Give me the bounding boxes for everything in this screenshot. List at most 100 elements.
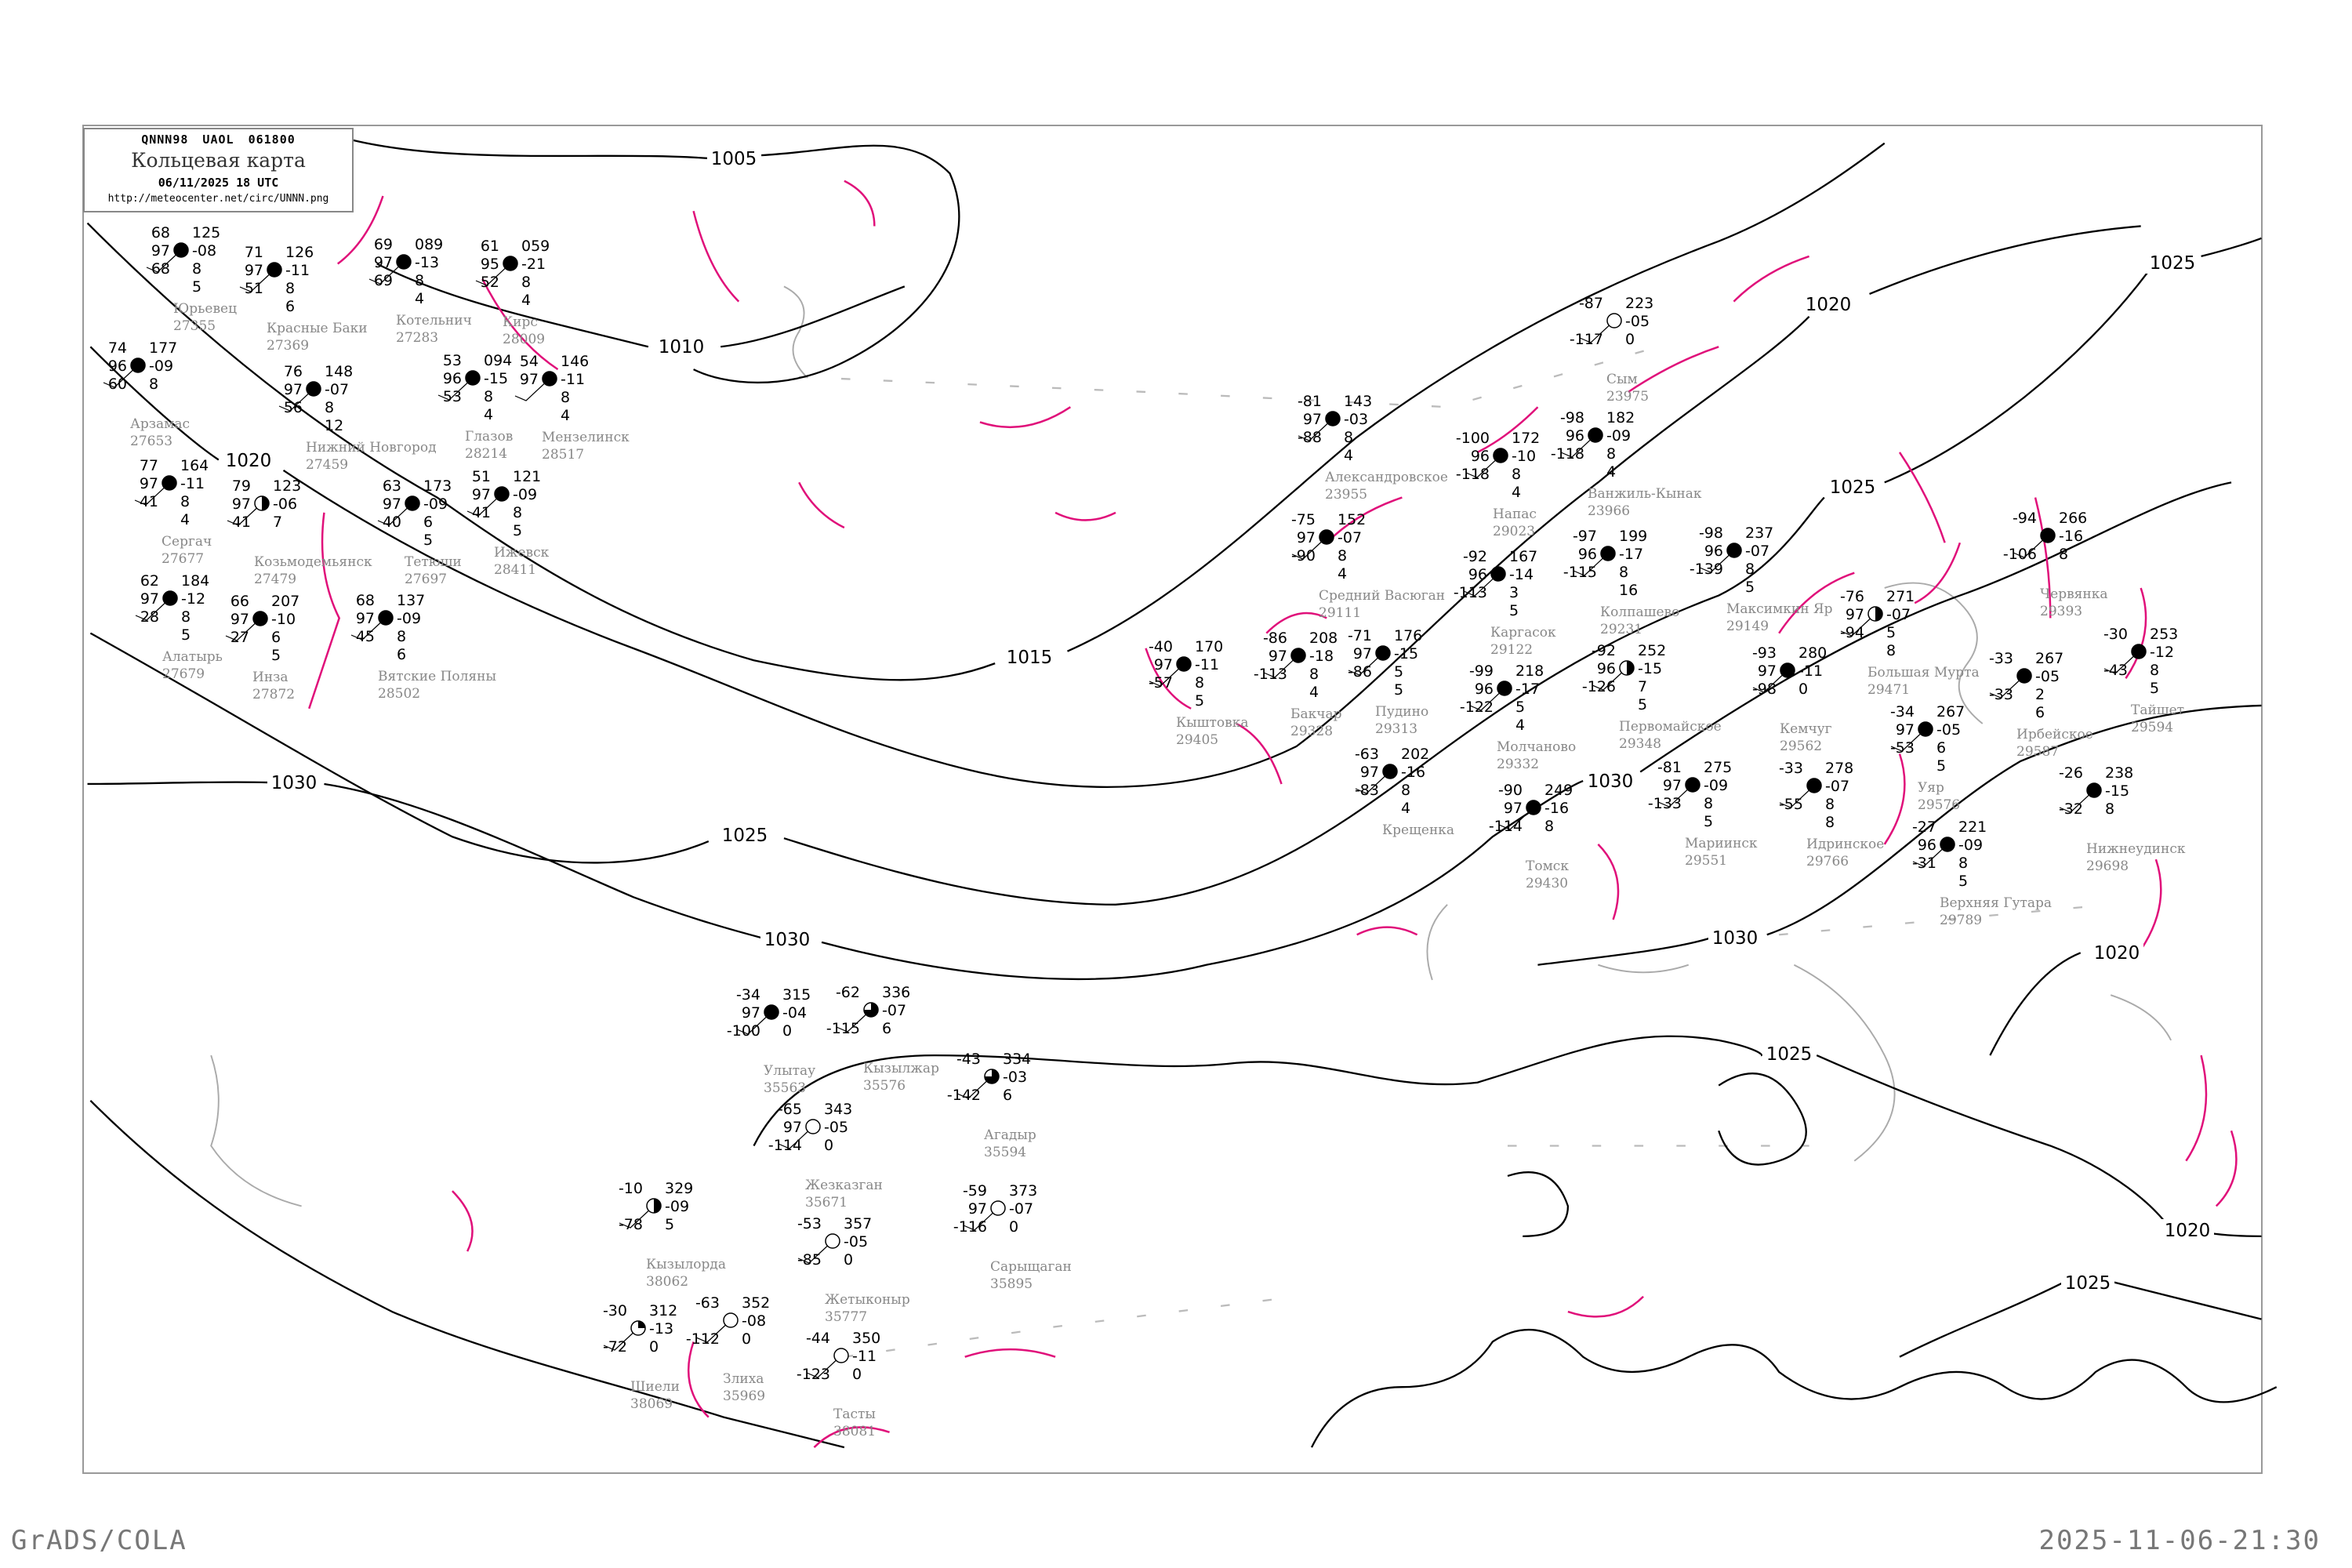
temperature: -63 <box>695 1294 720 1312</box>
station-plot[interactable]: -43 -142 334-036 Агадыр 35594 <box>947 1051 1036 1160</box>
wind-barb-icon <box>278 388 314 412</box>
dew-point: -86 <box>1348 663 1372 681</box>
isobar-label-bg <box>760 928 814 950</box>
isobar-line <box>376 263 906 348</box>
station-plot[interactable]: -62 -115 336-076 Кызылжар 35576 <box>826 984 939 1094</box>
pressure-tendency: -09 <box>665 1198 689 1215</box>
dew-point: -78 <box>619 1216 643 1233</box>
station-plot[interactable]: -44 -123 350-110 Тасты 38081 <box>797 1330 880 1439</box>
cloud-amount: 6 <box>1003 1087 1012 1104</box>
pressure: 237 <box>1745 524 1773 542</box>
temperature: -99 <box>1469 662 1494 680</box>
station-index: 28214 <box>465 446 507 462</box>
pressure: 280 <box>1798 644 1827 662</box>
dew-point: -72 <box>603 1338 627 1356</box>
station-index: 29471 <box>1867 682 1910 698</box>
wind-barb-icon <box>1560 434 1596 458</box>
station-plot[interactable]: -10 -78 329-095 Кызылорда 38062 <box>619 1180 726 1290</box>
visibility: 96 <box>1475 681 1494 698</box>
cloud-height: 5 <box>271 647 281 664</box>
map-background-lines <box>210 285 2278 1448</box>
cloud-cover-fill <box>174 243 188 257</box>
visibility: 97 <box>968 1200 987 1218</box>
dew-point: -32 <box>2059 800 2083 818</box>
cloud-cover-fill <box>1376 646 1390 660</box>
visibility: 97 <box>140 590 159 608</box>
wind-barb-icon <box>603 1327 639 1351</box>
wind-barb-icon <box>227 503 263 526</box>
cloud-height: 5 <box>1195 692 1204 710</box>
cloud-cover-fill <box>253 612 267 626</box>
station-index: 23966 <box>1588 503 1630 519</box>
temperature: 62 <box>140 572 159 590</box>
station-name: Мариинск <box>1685 836 1758 851</box>
isobar-label-bg <box>2061 1272 2114 1294</box>
station-plot[interactable]: -87 -117 223-050 Сым 23975 <box>1570 295 1653 405</box>
pressure: 267 <box>2035 650 2063 667</box>
station-index: 28502 <box>378 686 420 702</box>
temperature: -33 <box>1779 760 1803 777</box>
station-plot[interactable]: -94 -106 266-168 Червянка 29393 <box>2003 510 2108 619</box>
station-index: 23955 <box>1325 487 1367 503</box>
pressure-tendency: -18 <box>1309 648 1334 665</box>
isobar-label-group: 1030 <box>267 771 321 793</box>
cloud-amount: 8 <box>192 260 201 278</box>
dew-point: -55 <box>1779 796 1803 813</box>
pressure: 184 <box>181 572 209 590</box>
map-frame <box>82 125 2263 1474</box>
wind-barb-icon <box>475 263 511 286</box>
cloud-height: 4 <box>1401 800 1410 817</box>
pressure: 143 <box>1344 393 1372 410</box>
cloud-amount: 8 <box>1825 796 1835 813</box>
isobar-line <box>347 137 960 384</box>
isobar-label: 1015 <box>1007 648 1053 668</box>
dew-point: -43 <box>2103 662 2128 679</box>
cloud-height: 5 <box>1509 602 1519 619</box>
cloud-cover-fill <box>654 1199 661 1213</box>
